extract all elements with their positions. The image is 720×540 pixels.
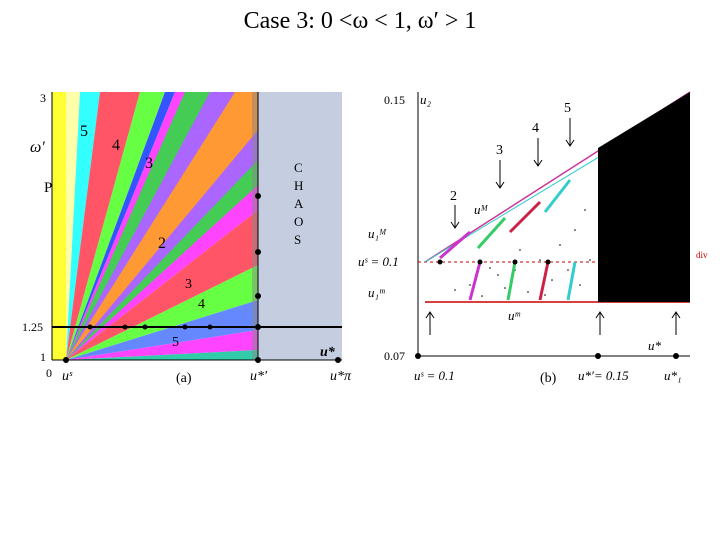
region-label-3b: 3 xyxy=(185,277,192,292)
b-label-um: uᵐ xyxy=(508,308,521,323)
x-tick-ustar-prime: u*′ xyxy=(250,369,268,384)
b-y-tick-0.15: 0.15 xyxy=(384,93,405,107)
b-caption: (b) xyxy=(540,371,557,386)
b-x-label-ustar-prime: u*′= 0.15 xyxy=(578,368,629,383)
chaos-label: C H A O S xyxy=(294,160,304,247)
b-arrow-num-2: 2 xyxy=(450,189,457,204)
region-label-2: 2 xyxy=(158,235,166,252)
region-label-3: 3 xyxy=(145,155,153,172)
u-star-label: u* xyxy=(320,345,336,360)
chaos-boundary-strip xyxy=(252,92,258,360)
yellow-region xyxy=(52,92,66,360)
b-fixed-point-dots xyxy=(415,259,679,359)
boundary-dots xyxy=(63,193,341,363)
b-y-tick-0.07: 0.07 xyxy=(384,349,405,363)
y-tick-3: 3 xyxy=(40,91,46,105)
y-axis-label: ω′ xyxy=(30,139,45,156)
slide-title: Case 3: 0 <ω < 1, ω′ > 1 xyxy=(243,8,477,34)
caption-a: (a) xyxy=(176,371,192,386)
b-arrow-num-4: 4 xyxy=(532,121,539,136)
p-label: P xyxy=(44,180,52,196)
b-label-uM: uᴹ xyxy=(474,202,489,217)
b-label-u1M: u₁ᴹ xyxy=(368,226,387,241)
x-tick-0: 0 xyxy=(46,366,52,380)
panel-b: u₂ 0.15 u₁ᴹ uˢ = 0.1 u₁ᵐ 0.07 uᴹ uᵐ 5 4 … xyxy=(358,91,708,386)
panel-a: 3 ω′ P 1.25 1 0 uˢ (a) u*′ u*π u* 5 4 3 … xyxy=(22,91,352,386)
b-arrows xyxy=(425,118,681,335)
region-label-4b: 4 xyxy=(198,297,205,312)
chaos-letter-s: S xyxy=(294,232,301,247)
b-arrow-num-5: 5 xyxy=(564,101,571,116)
b-label-u1m: u₁ᵐ xyxy=(368,285,385,300)
bifurcation-figure: 3 ω′ P 1.25 1 0 uˢ (a) u*′ u*π u* 5 4 3 … xyxy=(22,91,708,386)
b-u-star-label: u* xyxy=(648,338,662,353)
chaos-letter-o: O xyxy=(294,214,303,229)
y-tick-1.25: 1.25 xyxy=(22,320,43,334)
colored-bifurcation-regions xyxy=(66,92,258,360)
region-label-5b: 5 xyxy=(172,335,179,350)
b-label-us-0.1: uˢ = 0.1 xyxy=(358,254,399,269)
chaos-letter-h: H xyxy=(294,178,303,193)
b-x-label-us: uˢ = 0.1 xyxy=(414,368,455,383)
region-label-5: 5 xyxy=(80,123,88,140)
chaos-letter-a: A xyxy=(294,196,304,211)
chaos-region xyxy=(258,92,342,360)
b-chaos-black-region xyxy=(598,92,690,302)
b-arrow-num-3: 3 xyxy=(496,143,503,158)
chaos-letter-c: C xyxy=(294,160,303,175)
b-x-label-ustar-1: u*₁ xyxy=(664,368,682,383)
b-y-axis-label: u₂ xyxy=(420,92,432,107)
b-div-label: div xyxy=(696,250,708,260)
b-colored-branches xyxy=(439,179,577,301)
region-label-4: 4 xyxy=(112,137,120,154)
x-tick-us: uˢ xyxy=(62,369,73,384)
y-tick-1: 1 xyxy=(40,350,46,364)
x-tick-ustar-pi: u*π xyxy=(330,369,352,384)
